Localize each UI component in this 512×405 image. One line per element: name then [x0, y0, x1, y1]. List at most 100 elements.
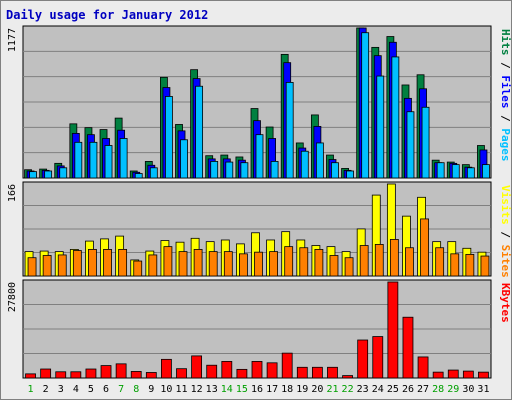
bar-kbytes-day-23 — [357, 339, 369, 379]
bar-sites-day-22 — [344, 257, 354, 277]
bar-kbytes-day-30 — [462, 370, 474, 379]
bar-kbytes-day-15 — [236, 368, 248, 379]
x-tick-label-day-18: 18 — [281, 384, 293, 395]
bar-pages-day-16 — [255, 134, 264, 179]
bar-pages-day-15 — [240, 162, 249, 179]
bar-pages-day-1 — [29, 171, 37, 179]
bar-sites-day-29 — [450, 253, 460, 277]
panel-hits-files-pages: 1177 Hits / Files / Pages — [7, 25, 512, 179]
bar-kbytes-day-2 — [40, 368, 52, 379]
x-tick-label-day-15: 15 — [236, 384, 248, 395]
bar-pages-day-25 — [391, 56, 400, 179]
legend-item-visits: Visits — [499, 185, 512, 225]
x-tick-label-day-13: 13 — [206, 384, 218, 395]
bar-kbytes-day-7 — [115, 363, 127, 379]
bar-pages-day-24 — [376, 75, 385, 179]
bar-pages-day-17 — [270, 161, 279, 179]
x-tick-label-day-22: 22 — [342, 384, 354, 395]
legend-item-pages: Pages — [499, 128, 512, 161]
x-tick-label-day-6: 6 — [103, 384, 109, 395]
legend-separator: / — [499, 225, 512, 245]
x-tick-label-day-2: 2 — [43, 384, 49, 395]
x-tick-label-day-5: 5 — [88, 384, 94, 395]
panel-visits-sites: 166 Visits / Sites — [7, 181, 512, 278]
bar-sites-day-31 — [480, 255, 490, 277]
bar-sites-day-8 — [133, 260, 143, 277]
bar-sites-day-5 — [88, 248, 97, 277]
bar-sites-day-6 — [103, 248, 112, 277]
x-tick-label-day-27: 27 — [417, 384, 429, 395]
bar-pages-day-28 — [436, 162, 445, 179]
legend-item-hits: Hits — [499, 29, 512, 56]
bar-kbytes-day-13 — [206, 364, 218, 379]
x-tick-label-day-26: 26 — [402, 384, 414, 395]
bar-kbytes-day-5 — [85, 368, 97, 379]
x-axis-tick-labels: 1 2 3 4 5 6 7 8 9 10 11 12 13 14 15 16 17 18 19 20 21 22 23 24 2… — [28, 384, 490, 395]
bar-kbytes-day-1 — [25, 373, 36, 379]
bar-sites-day-2 — [42, 255, 52, 277]
bar-sites-day-11 — [178, 251, 188, 277]
x-tick-label-day-7: 7 — [118, 384, 124, 395]
y-max-label-visits-sites: 166 — [7, 184, 18, 202]
bar-kbytes-day-16 — [251, 361, 263, 379]
bar-pages-day-14 — [225, 161, 234, 179]
bar-kbytes-day-9 — [145, 372, 157, 379]
bar-sites-day-23 — [359, 245, 369, 277]
bar-kbytes-day-27 — [417, 356, 429, 379]
bar-pages-day-22 — [346, 170, 354, 179]
x-tick-label-day-3: 3 — [58, 384, 64, 395]
bar-sites-day-16 — [254, 251, 263, 277]
x-tick-label-day-23: 23 — [357, 384, 369, 395]
bar-kbytes-day-3 — [55, 371, 67, 379]
x-tick-label-day-14: 14 — [221, 384, 233, 395]
x-tick-label-day-24: 24 — [372, 384, 384, 395]
y-max-label-hits-files-pages: 1177 — [7, 28, 18, 52]
x-tick-label-day-16: 16 — [251, 384, 263, 395]
bar-kbytes-day-10 — [161, 358, 172, 379]
bar-sites-day-24 — [374, 244, 384, 277]
bar-pages-day-3 — [59, 167, 68, 179]
x-tick-label-day-25: 25 — [387, 384, 399, 395]
bar-sites-day-9 — [148, 254, 158, 277]
bar-kbytes-day-26 — [402, 316, 414, 379]
panel-kbytes: 27800 KBytes — [7, 279, 512, 379]
x-tick-label-day-20: 20 — [311, 384, 323, 395]
bar-kbytes-day-14 — [221, 361, 233, 379]
bar-sites-day-18 — [284, 246, 294, 277]
bar-sites-day-14 — [223, 251, 233, 277]
bar-pages-day-31 — [482, 164, 490, 179]
bar-pages-day-7 — [119, 138, 128, 179]
bar-sites-day-4 — [72, 250, 82, 277]
bar-sites-day-19 — [299, 247, 309, 277]
bar-kbytes-day-8 — [130, 371, 142, 379]
bar-pages-day-11 — [180, 139, 188, 179]
legend-separator: / — [499, 109, 512, 129]
legend-item-kbytes: KBytes — [499, 283, 512, 323]
bar-pages-day-18 — [285, 82, 294, 179]
legend-hits-files-pages: Hits / Files / Pages — [499, 29, 512, 162]
bar-kbytes-day-25 — [387, 281, 399, 379]
bar-pages-day-19 — [300, 150, 309, 179]
x-tick-label-day-12: 12 — [191, 384, 203, 395]
bar-pages-day-6 — [104, 145, 113, 179]
y-max-label-kbytes: 27800 — [7, 282, 18, 312]
bar-kbytes-day-29 — [447, 369, 459, 379]
bar-kbytes-day-11 — [176, 368, 187, 379]
bar-sites-day-30 — [465, 253, 475, 277]
bar-sites-day-15 — [238, 253, 248, 277]
bar-pages-day-23 — [361, 32, 370, 179]
bar-pages-day-9 — [149, 167, 158, 179]
bar-kbytes-day-20 — [311, 366, 323, 379]
legend-kbytes: KBytes — [499, 283, 512, 323]
bar-pages-day-5 — [89, 141, 98, 179]
bar-sites-day-21 — [329, 255, 339, 277]
bar-sites-day-10 — [163, 246, 173, 277]
bar-kbytes-day-19 — [296, 366, 308, 379]
bar-pages-day-2 — [44, 170, 53, 179]
bar-kbytes-day-31 — [478, 371, 489, 379]
x-tick-label-day-19: 19 — [296, 384, 308, 395]
bar-sites-day-3 — [57, 254, 67, 277]
chart-title: Daily usage for January 2012 — [6, 8, 208, 22]
bar-kbytes-day-12 — [191, 355, 203, 379]
